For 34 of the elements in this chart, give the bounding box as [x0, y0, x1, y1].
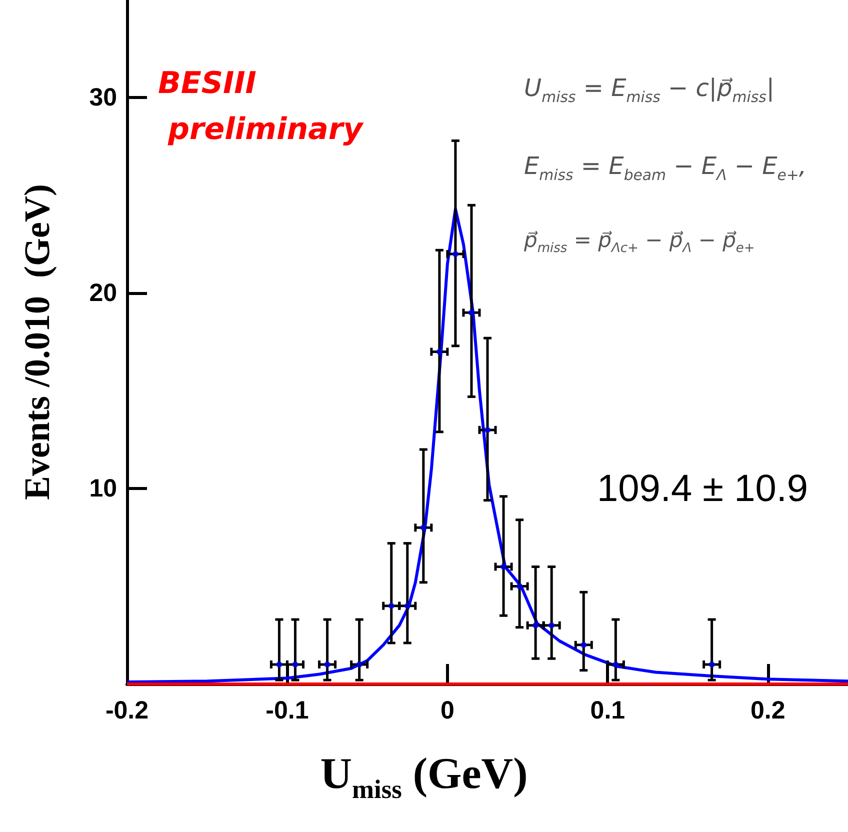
point — [404, 602, 410, 609]
x-tick-label: 0 — [440, 696, 454, 724]
annotation: BESIII — [158, 66, 256, 101]
text: E$_{miss}$ = E$_{beam}$ − E$_{Λ}$ − E$_{e+}$, — [524, 152, 807, 184]
annotation: p⃗$_{miss}$ = p⃗$_{Λc+}$ − p⃗$_{Λ}$ − p⃗$_{e+}$ — [524, 228, 755, 256]
annotation: preliminary — [168, 112, 363, 147]
x-tick-label: -0.2 — [105, 696, 149, 724]
y-tick-label: 30 — [89, 84, 117, 112]
point — [292, 661, 298, 668]
y-axis-title: Events /0.010 (GeV) — [17, 184, 57, 500]
point — [452, 251, 458, 258]
x-tick-label: 0.2 — [750, 696, 786, 724]
x-tick-label: -0.1 — [266, 696, 309, 724]
point — [356, 661, 362, 668]
annotation: U$_{miss}$ = E$_{miss}$ − c|p⃗$_{miss}$| — [524, 74, 774, 106]
point — [532, 622, 539, 628]
point — [484, 426, 490, 433]
y-tick-label: 20 — [89, 279, 117, 308]
point — [708, 661, 715, 668]
point — [580, 642, 587, 648]
point — [516, 583, 523, 590]
annotation: 109.4 ± 10.9 — [597, 468, 808, 511]
point — [436, 348, 442, 355]
point — [548, 622, 555, 628]
point — [420, 524, 426, 531]
point — [276, 661, 282, 668]
x-tick-label: 0.1 — [590, 696, 626, 724]
y-tick-label: 10 — [89, 474, 117, 503]
point — [500, 564, 507, 570]
point — [468, 310, 474, 316]
point — [388, 602, 394, 609]
point — [612, 661, 619, 668]
x-axis-title: U$_{miss}$ (GeV) — [319, 748, 529, 805]
point — [324, 661, 330, 668]
